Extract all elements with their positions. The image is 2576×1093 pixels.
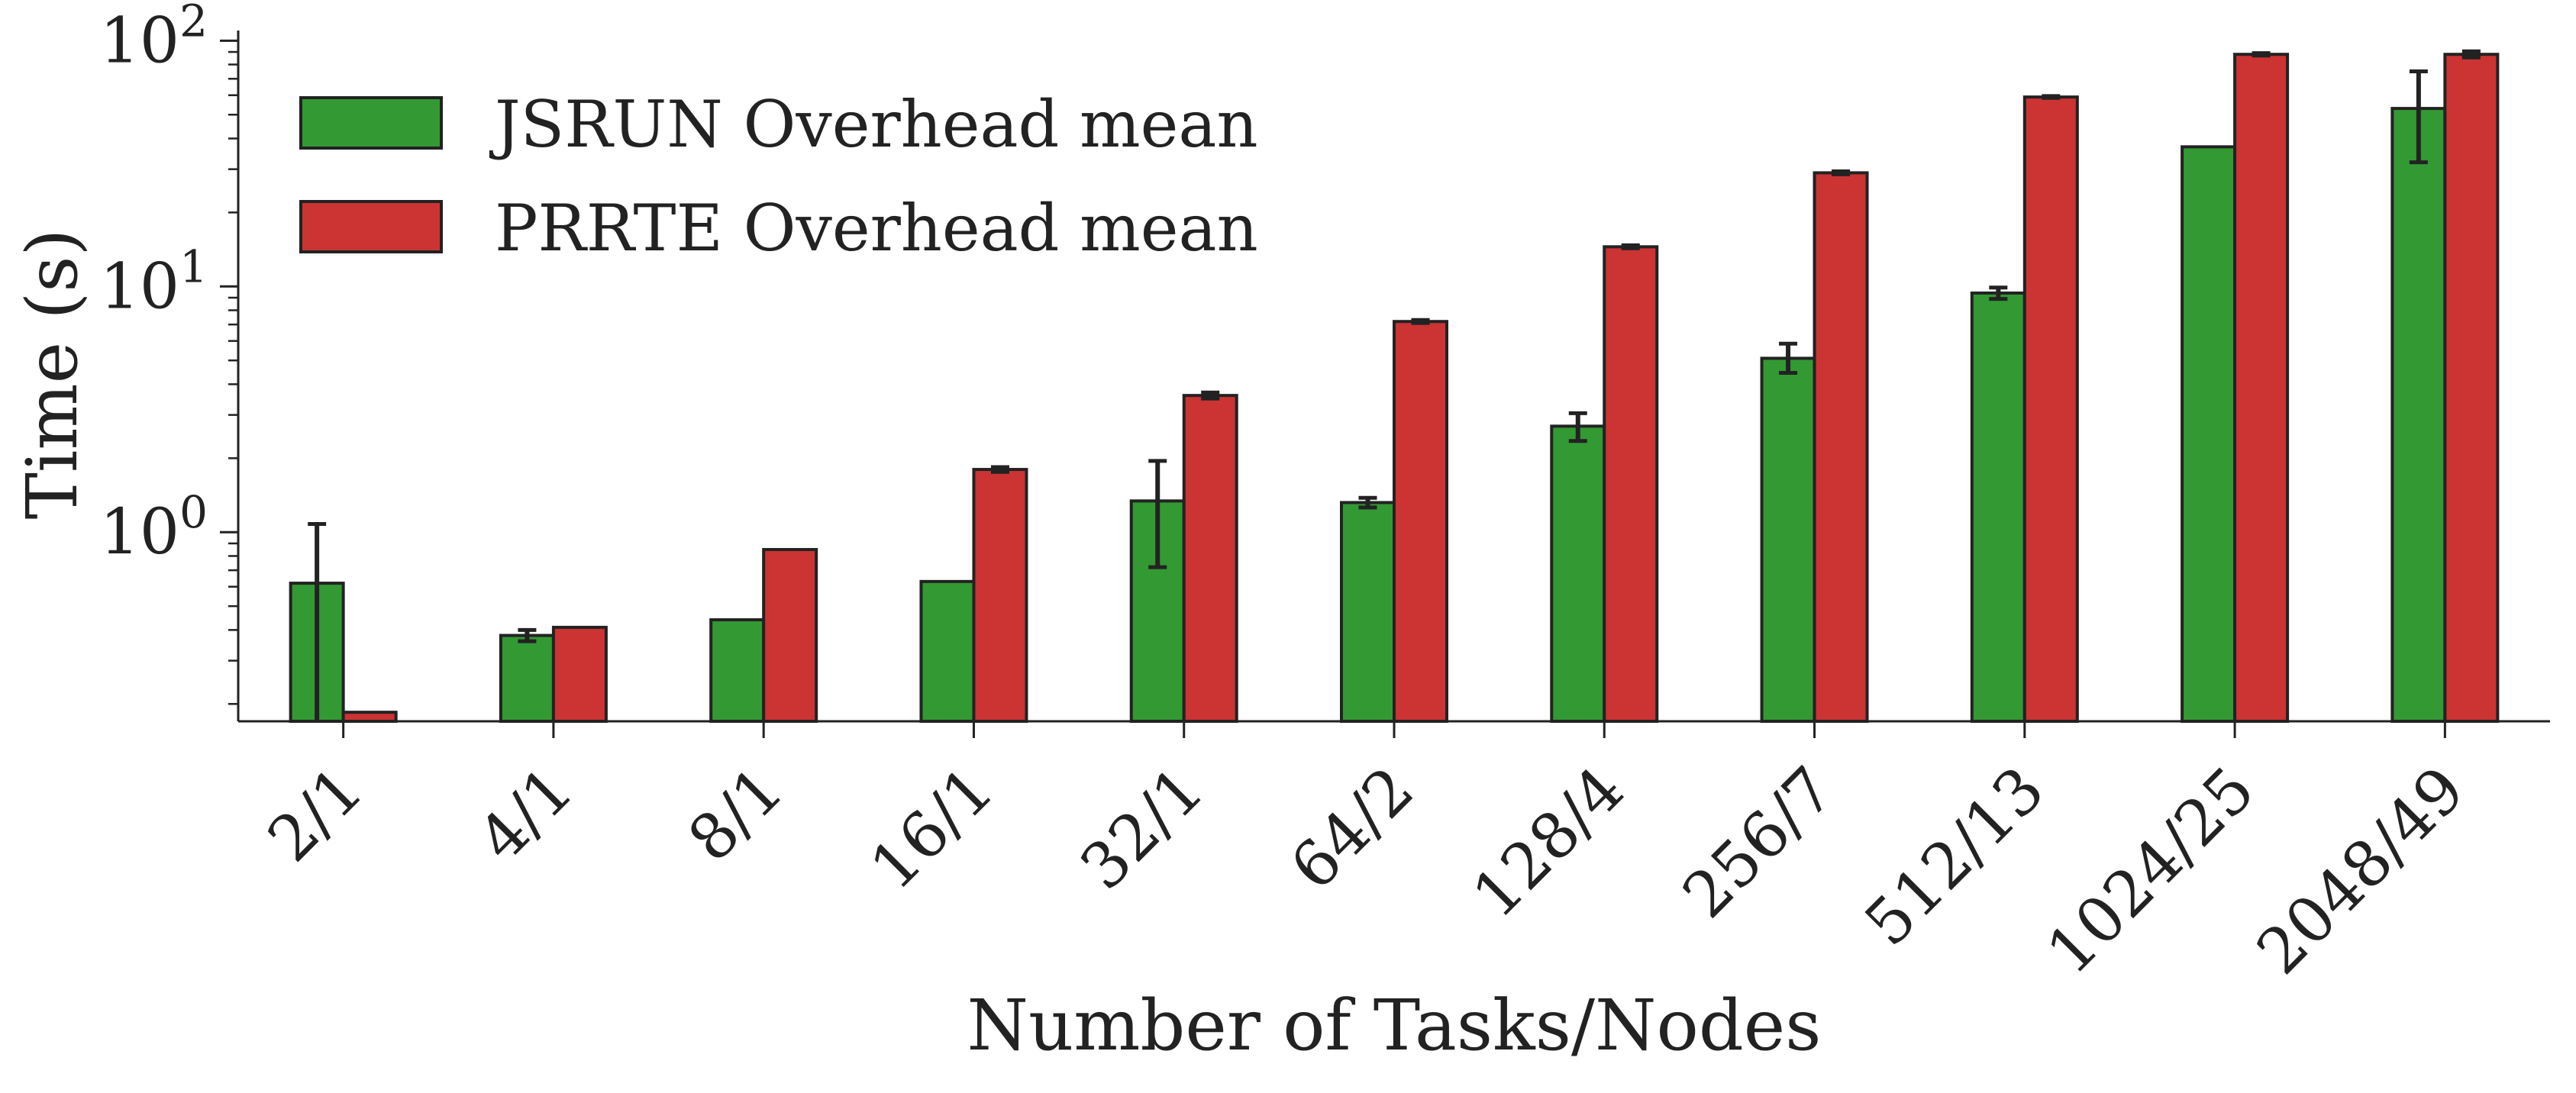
error-bar-prrte-128-4: [1621, 243, 1640, 250]
bar-prrte-2-1: [341, 711, 398, 724]
error-bar-jsrun-64-2: [1358, 495, 1377, 510]
x-tick-label: 1024/25: [2033, 753, 2268, 988]
error-bar-jsrun-4-1: [518, 627, 537, 643]
legend-swatch-prrte: [299, 200, 443, 253]
error-bar-jsrun-256-7: [1779, 341, 1798, 375]
error-bar-jsrun-128-4: [1568, 411, 1587, 443]
error-bar-prrte-64-2: [1411, 318, 1430, 325]
x-tick-label: 32/1: [1067, 753, 1217, 904]
error-bars-layer: [308, 49, 2481, 721]
x-ticks-layer: 2/1 4/1 8/1 16/1 32/1 64/2 128/4 256/7 512/13102…: [254, 721, 2479, 988]
y-tick-label: 102: [100, 0, 208, 77]
bar-jsrun-64-2: [1340, 501, 1396, 724]
y-axis-label: Time (s): [11, 229, 93, 520]
error-bar-prrte-1024-25: [2252, 51, 2271, 58]
legend: JSRUN Overhead mean PRRTE Overhead mean: [299, 87, 1258, 266]
bars-layer: [289, 53, 2500, 724]
x-tick-label: 256/7: [1669, 753, 1848, 932]
bar-prrte-256-7: [1813, 171, 1869, 723]
bar-jsrun-4-1: [499, 634, 555, 723]
x-tick-label: 8/1: [675, 753, 797, 875]
error-bar-prrte-32-1: [1201, 390, 1220, 401]
bar-prrte-8-1: [762, 547, 818, 723]
bar-prrte-512-13: [2022, 95, 2079, 723]
bar-prrte-1024-25: [2233, 53, 2290, 724]
bar-jsrun-16-1: [919, 579, 976, 724]
bar-jsrun-128-4: [1550, 424, 1606, 723]
x-tick-label: 64/2: [1277, 753, 1428, 904]
bar-prrte-32-1: [1182, 394, 1238, 724]
bar-prrte-64-2: [1393, 320, 1448, 723]
bar-prrte-128-4: [1603, 245, 1659, 723]
y-ticks-layer: 100 101 102: [100, 0, 238, 705]
legend-label-prrte: PRRTE Overhead mean: [495, 191, 1258, 266]
bar-jsrun-512-13: [1970, 291, 2026, 723]
error-bar-prrte-512-13: [2042, 94, 2061, 100]
legend-swatch-jsrun: [299, 96, 443, 150]
bar-jsrun-256-7: [1760, 356, 1816, 723]
y-tick-label: 101: [100, 240, 208, 323]
x-axis-label: Number of Tasks/Nodes: [967, 985, 1822, 1066]
error-bar-prrte-256-7: [1832, 169, 1851, 176]
error-bar-prrte-2048-49: [2461, 49, 2481, 60]
x-tick-label: 128/4: [1459, 753, 1638, 932]
x-tick-label: 16/1: [857, 753, 1007, 904]
bar-prrte-4-1: [551, 625, 608, 724]
error-bar-jsrun-32-1: [1148, 459, 1167, 569]
legend-label-jsrun: JSRUN Overhead mean: [489, 87, 1258, 162]
bar-jsrun-1024-25: [2181, 145, 2237, 724]
x-tick-label: 512/13: [1851, 753, 2058, 960]
error-bar-prrte-16-1: [990, 465, 1009, 474]
bar-jsrun-8-1: [709, 618, 766, 724]
error-bar-jsrun-512-13: [1989, 285, 2008, 301]
bar-prrte-16-1: [972, 468, 1028, 724]
bar-prrte-2048-49: [2443, 53, 2500, 724]
bar-jsrun-2048-49: [2390, 107, 2447, 723]
x-tick-label: 2048/49: [2243, 753, 2478, 988]
x-tick-label: 4/1: [465, 753, 587, 875]
x-tick-label: 2/1: [254, 753, 376, 875]
error-bar-jsrun-2-1: [308, 521, 327, 721]
error-bar-jsrun-2048-49: [2409, 69, 2428, 165]
y-tick-label: 100: [100, 486, 208, 569]
